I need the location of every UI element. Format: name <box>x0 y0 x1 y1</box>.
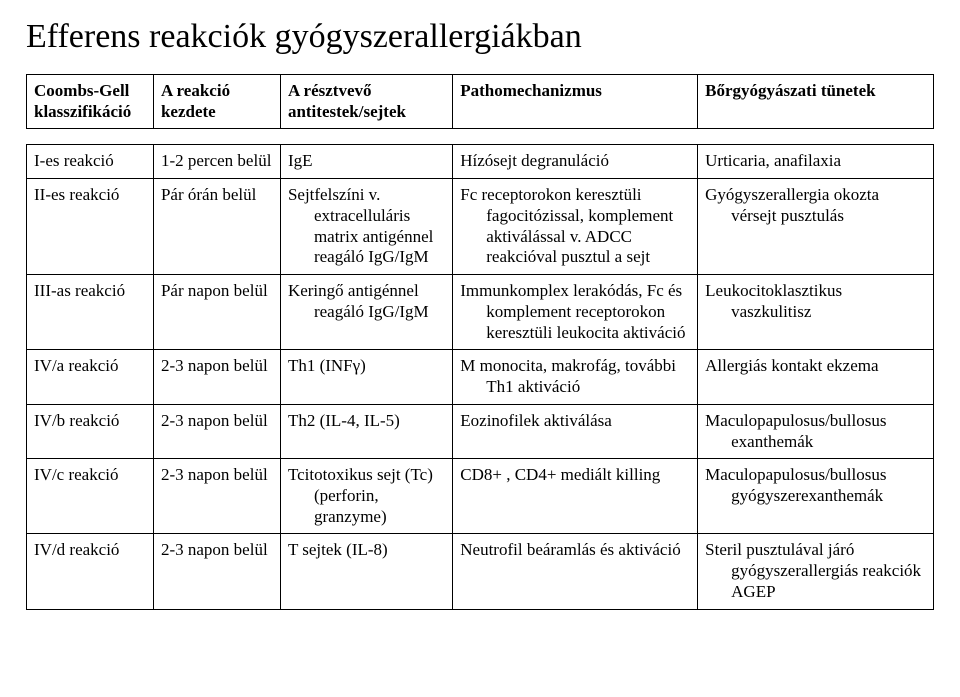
cell-text: Immunkomplex lerakódás, Fc és komplement… <box>460 281 690 343</box>
cell-onset: 2-3 napon belül <box>153 350 280 404</box>
table-row: IV/d reakció 2-3 napon belül T sejtek (I… <box>27 534 934 609</box>
cell-text: Steril pusztulával járó gyógyszerallergi… <box>705 540 926 602</box>
table-row: IV/c reakció 2-3 napon belül Tcitotoxiku… <box>27 459 934 534</box>
cell-classification: I-es reakció <box>27 145 154 179</box>
cell-pathomechanism: M monocita, makrofág, további Th1 aktivá… <box>453 350 698 404</box>
cell-text: Maculopapulosus/bullosus exanthemák <box>705 411 926 452</box>
table-row: III-as reakció Pár napon belül Keringő a… <box>27 275 934 350</box>
cell-symptoms: Gyógyszerallergia okozta vérsejt pusztul… <box>698 179 934 275</box>
table-row: II-es reakció Pár órán belül Sejtfelszín… <box>27 179 934 275</box>
cell-classification: IV/a reakció <box>27 350 154 404</box>
cell-onset: 2-3 napon belül <box>153 404 280 458</box>
cell-pathomechanism: CD8+ , CD4+ mediált killing <box>453 459 698 534</box>
cell-text: Maculopapulosus/bullosus gyógyszerexanth… <box>705 465 926 506</box>
cell-symptoms: Maculopapulosus/bullosus exanthemák <box>698 404 934 458</box>
cell-text: Th1 (INFγ) <box>288 356 445 377</box>
cell-symptoms: Leukocitoklasztikus vaszkulitisz <box>698 275 934 350</box>
reactions-table: Coombs-Gell klasszifikáció A reakció kez… <box>26 74 934 610</box>
table-header-row: Coombs-Gell klasszifikáció A reakció kez… <box>27 75 934 129</box>
table-row: IV/b reakció 2-3 napon belül Th2 (IL-4, … <box>27 404 934 458</box>
cell-antibodies: Tcitotoxikus sejt (Tc) (perforin, granzy… <box>280 459 452 534</box>
cell-pathomechanism: Immunkomplex lerakódás, Fc és komplement… <box>453 275 698 350</box>
col-header-onset: A reakció kezdete <box>153 75 280 129</box>
cell-antibodies: Th2 (IL-4, IL-5) <box>280 404 452 458</box>
cell-text: Leukocitoklasztikus vaszkulitisz <box>705 281 926 322</box>
cell-text: Keringő antigénnel reagáló IgG/IgM <box>288 281 445 322</box>
cell-text: CD8+ , CD4+ mediált killing <box>460 465 690 486</box>
col-header-pathomechanism: Pathomechanizmus <box>453 75 698 129</box>
table-spacer-row <box>27 129 934 145</box>
cell-text: Neutrofil beáramlás és aktiváció <box>460 540 690 561</box>
cell-pathomechanism: Fc receptorokon keresztüli fagocitózissa… <box>453 179 698 275</box>
cell-antibodies: IgE <box>280 145 452 179</box>
cell-text: Th2 (IL-4, IL-5) <box>288 411 445 432</box>
cell-onset: 2-3 napon belül <box>153 534 280 609</box>
page-title: Efferens reakciók gyógyszerallergiákban <box>26 18 934 56</box>
cell-text: Allergiás kontakt ekzema <box>705 356 926 377</box>
cell-text: Sejtfelszíni v. extracelluláris matrix a… <box>288 185 445 268</box>
cell-symptoms: Urticaria, anafilaxia <box>698 145 934 179</box>
cell-text: Hízósejt degranuláció <box>460 151 690 172</box>
col-header-classification: Coombs-Gell klasszifikáció <box>27 75 154 129</box>
cell-text: T sejtek (IL-8) <box>288 540 445 561</box>
cell-antibodies: Th1 (INFγ) <box>280 350 452 404</box>
cell-classification: III-as reakció <box>27 275 154 350</box>
cell-classification: IV/b reakció <box>27 404 154 458</box>
cell-pathomechanism: Neutrofil beáramlás és aktiváció <box>453 534 698 609</box>
col-header-antibodies: A résztvevő antitestek/sejtek <box>280 75 452 129</box>
cell-onset: 2-3 napon belül <box>153 459 280 534</box>
cell-symptoms: Allergiás kontakt ekzema <box>698 350 934 404</box>
col-header-symptoms: Bőrgyógyászati tünetek <box>698 75 934 129</box>
cell-antibodies: Sejtfelszíni v. extracelluláris matrix a… <box>280 179 452 275</box>
cell-onset: Pár napon belül <box>153 275 280 350</box>
table-row: I-es reakció 1-2 percen belül IgE Hízóse… <box>27 145 934 179</box>
cell-onset: 1-2 percen belül <box>153 145 280 179</box>
cell-symptoms: Steril pusztulával járó gyógyszerallergi… <box>698 534 934 609</box>
cell-classification: IV/c reakció <box>27 459 154 534</box>
cell-text: Fc receptorokon keresztüli fagocitózissa… <box>460 185 690 268</box>
cell-text: Gyógyszerallergia okozta vérsejt pusztul… <box>705 185 926 226</box>
cell-text: M monocita, makrofág, további Th1 aktivá… <box>460 356 690 397</box>
cell-text: IgE <box>288 151 445 172</box>
cell-symptoms: Maculopapulosus/bullosus gyógyszerexanth… <box>698 459 934 534</box>
cell-classification: II-es reakció <box>27 179 154 275</box>
cell-pathomechanism: Hízósejt degranuláció <box>453 145 698 179</box>
cell-antibodies: T sejtek (IL-8) <box>280 534 452 609</box>
cell-classification: IV/d reakció <box>27 534 154 609</box>
cell-onset: Pár órán belül <box>153 179 280 275</box>
cell-antibodies: Keringő antigénnel reagáló IgG/IgM <box>280 275 452 350</box>
cell-pathomechanism: Eozinofilek aktiválása <box>453 404 698 458</box>
cell-text: Eozinofilek aktiválása <box>460 411 690 432</box>
cell-text: Urticaria, anafilaxia <box>705 151 926 172</box>
table-row: IV/a reakció 2-3 napon belül Th1 (INFγ) … <box>27 350 934 404</box>
cell-text: Tcitotoxikus sejt (Tc) (perforin, granzy… <box>288 465 445 527</box>
